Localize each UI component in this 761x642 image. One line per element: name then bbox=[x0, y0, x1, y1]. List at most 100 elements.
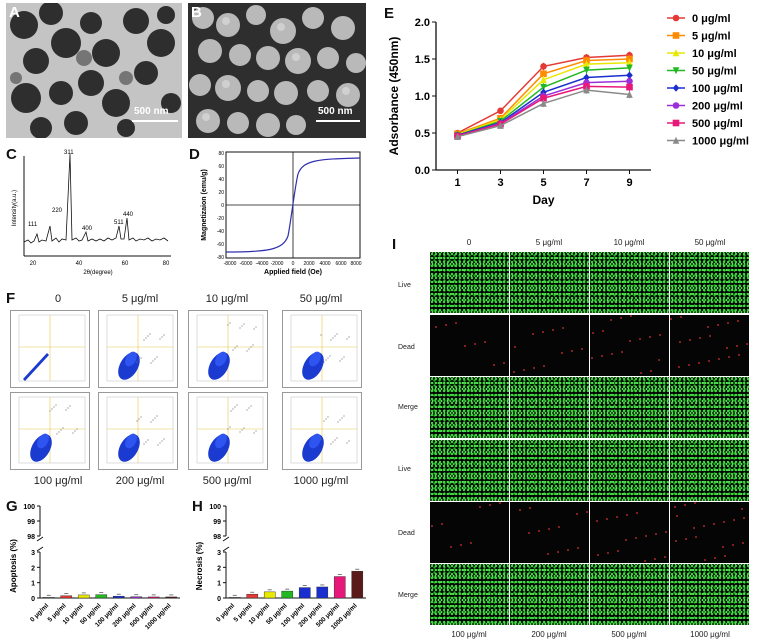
dead-cell bbox=[746, 343, 748, 345]
y-tick: -20 bbox=[217, 216, 224, 222]
scatter-event bbox=[145, 441, 147, 443]
scatter-event bbox=[140, 416, 142, 418]
scatter-event bbox=[341, 358, 343, 360]
fluorescence-tile-dead bbox=[510, 502, 589, 563]
plot-frame bbox=[106, 396, 174, 464]
dead-cell bbox=[649, 336, 651, 338]
cell-population-core bbox=[125, 351, 137, 367]
fluorescence-tile-dead bbox=[430, 315, 509, 376]
y-tick-label: 1 bbox=[31, 581, 35, 588]
x-tick: -4000 bbox=[256, 261, 269, 267]
dead-cell bbox=[558, 526, 560, 528]
axis-break bbox=[36, 546, 44, 552]
fluor-row-label: Live bbox=[398, 282, 411, 289]
dead-cell bbox=[723, 521, 725, 523]
x-tick: -2000 bbox=[271, 261, 284, 267]
y-axis-label: Intensity(a.u.) bbox=[12, 190, 18, 226]
dead-cell bbox=[680, 316, 682, 318]
scatter-event bbox=[229, 426, 231, 428]
flow-plot bbox=[282, 392, 362, 470]
dead-cell bbox=[450, 546, 452, 548]
scatter-event bbox=[49, 410, 51, 412]
scatter-event bbox=[339, 419, 341, 421]
dead-cell bbox=[617, 550, 619, 552]
data-point bbox=[672, 14, 680, 22]
x-tick-label: 1 bbox=[454, 177, 460, 189]
scalebar-a bbox=[132, 120, 178, 122]
dead-cell bbox=[523, 369, 525, 371]
panel-e-viability-chart: 0.0 0.5 1.0 1.5 2.0 1 3 5 7 9 Day Adsorbance (450nm… bbox=[387, 13, 749, 207]
legend-label: 500 μg/ml bbox=[692, 118, 743, 130]
dead-cell bbox=[493, 364, 495, 366]
scatter-event bbox=[255, 430, 257, 432]
fluor-col-header: 10 μg/ml bbox=[613, 238, 645, 247]
dead-cell bbox=[694, 502, 696, 504]
scatter-event bbox=[327, 357, 329, 359]
scatter-event bbox=[161, 336, 163, 338]
fluor-col-footer: 500 μg/ml bbox=[611, 630, 647, 639]
fluorescence-tile-merge bbox=[430, 564, 509, 625]
fluorescence-tile-live bbox=[510, 252, 589, 313]
fluorescence-tile-dead bbox=[510, 315, 589, 376]
fluorescence-tile-dead bbox=[590, 315, 669, 376]
scatter-event bbox=[320, 334, 322, 336]
cell-population-core bbox=[215, 351, 227, 367]
dead-cell bbox=[581, 348, 583, 350]
scatter-event bbox=[232, 349, 234, 351]
flow-plot-graphic bbox=[196, 314, 264, 382]
flow-col-footer: 500 μg/ml bbox=[202, 475, 252, 487]
dead-cell bbox=[674, 506, 676, 508]
flow-plot bbox=[98, 310, 178, 388]
fluor-col-header: 0 bbox=[466, 238, 472, 247]
y-tick-label: 100 bbox=[23, 504, 35, 511]
y-tick-label: 2 bbox=[217, 565, 221, 572]
scatter-event bbox=[55, 404, 57, 406]
scatter-event bbox=[138, 418, 140, 420]
dead-cell bbox=[431, 525, 433, 527]
dead-cell bbox=[630, 315, 632, 317]
cell-population-core bbox=[215, 433, 227, 449]
dead-cell bbox=[542, 331, 544, 333]
scatter-event bbox=[56, 433, 58, 435]
panel-label-g: G bbox=[6, 498, 18, 515]
bar bbox=[60, 595, 73, 599]
dead-cell bbox=[616, 516, 618, 518]
x-tick: 40 bbox=[76, 261, 83, 267]
fluor-row-label: Dead bbox=[398, 530, 415, 537]
fluorescence-tile-live bbox=[670, 252, 749, 313]
y-tick-label: 0.0 bbox=[415, 165, 430, 177]
scatter-event bbox=[323, 420, 325, 422]
y-tick: 80 bbox=[218, 151, 224, 157]
y-axis-label: Adsorbance (450nm) bbox=[387, 37, 401, 156]
flow-plot-graphic bbox=[18, 314, 86, 382]
scatter-event bbox=[239, 431, 241, 433]
fluor-row-label: Dead bbox=[398, 344, 415, 351]
bar bbox=[263, 591, 276, 599]
dead-cell bbox=[733, 519, 735, 521]
scatter-event bbox=[227, 428, 229, 430]
dead-cell bbox=[709, 335, 711, 337]
flow-col-header: 10 μg/ml bbox=[205, 293, 249, 305]
dead-cell bbox=[538, 530, 540, 532]
bar bbox=[95, 594, 108, 599]
dead-cell bbox=[513, 371, 515, 373]
dead-cell bbox=[737, 320, 739, 322]
dead-cell bbox=[741, 508, 743, 510]
scatter-event bbox=[248, 407, 250, 409]
scatter-event bbox=[156, 415, 158, 417]
panel-c-xrd-chart: 111 220 311 400 511 440 20 40 60 80 2θ(d… bbox=[12, 150, 171, 276]
panel-label-h: H bbox=[192, 498, 203, 515]
bar bbox=[281, 590, 294, 599]
scatter-event bbox=[253, 432, 255, 434]
scatter-event bbox=[163, 438, 165, 440]
plot-frame bbox=[18, 314, 86, 382]
y-tick-label: 2 bbox=[31, 565, 35, 572]
scatter-event bbox=[76, 428, 78, 430]
legend-label: 0 μg/ml bbox=[692, 13, 731, 25]
peak-label: 311 bbox=[64, 150, 74, 156]
legend-label: 10 μg/ml bbox=[692, 48, 737, 60]
dead-cell bbox=[736, 345, 738, 347]
dead-cell bbox=[441, 523, 443, 525]
dead-cell-dots bbox=[674, 502, 745, 561]
dead-cell bbox=[557, 551, 559, 553]
